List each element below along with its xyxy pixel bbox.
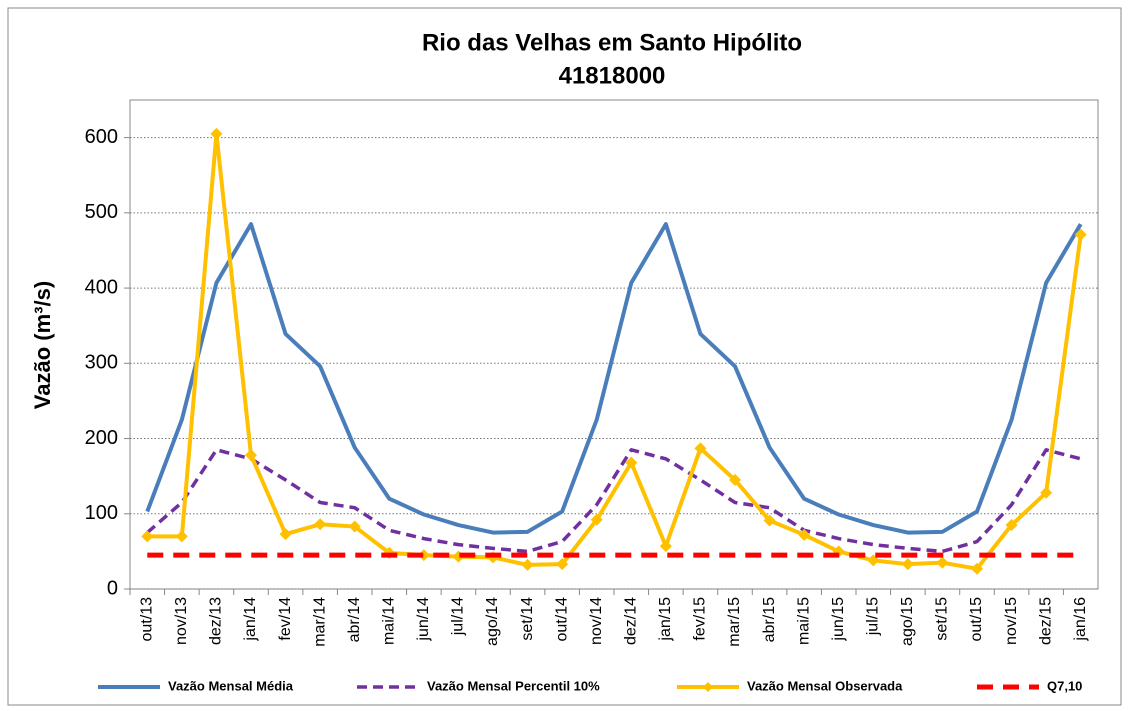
x-tick-label: abr/15 <box>761 597 778 642</box>
data-point <box>521 558 534 571</box>
x-tick-label: jun/14 <box>415 597 432 642</box>
data-point <box>590 513 603 526</box>
y-axis-label: Vazão (m³/s) <box>30 281 55 409</box>
data-point <box>556 558 569 571</box>
data-point <box>417 549 430 562</box>
chart-subtitle: 41818000 <box>559 62 666 89</box>
x-tick-label: jan/16 <box>1072 597 1089 642</box>
data-point <box>971 562 983 575</box>
data-point <box>763 514 776 527</box>
data-point <box>901 558 914 571</box>
data-point <box>348 520 361 533</box>
y-tick-label: 500 <box>85 201 118 223</box>
data-point <box>1074 228 1087 241</box>
x-tick-label: mai/14 <box>381 597 398 645</box>
x-tick-label: jul/15 <box>865 597 882 636</box>
y-tick-label: 600 <box>85 126 118 148</box>
data-point <box>625 456 638 469</box>
x-tick-label: out/14 <box>553 597 570 642</box>
y-tick-label: 0 <box>107 577 118 599</box>
data-point <box>175 530 188 543</box>
y-tick-label: 400 <box>85 276 118 298</box>
x-tick-label: set/14 <box>519 597 536 641</box>
data-point <box>798 528 811 541</box>
x-tick-label: ago/15 <box>899 597 916 646</box>
y-tick-label: 200 <box>85 427 118 449</box>
x-tick-label: nov/15 <box>1003 597 1020 645</box>
x-tick-label: ago/14 <box>484 597 501 646</box>
legend-label: Vazão Mensal Observada <box>747 678 903 693</box>
series-line <box>147 131 1083 571</box>
chart-title: Rio das Velhas em Santo Hipólito <box>422 29 802 56</box>
legend-label: Vazão Mensal Média <box>168 678 294 693</box>
y-tick-label: 300 <box>85 352 118 374</box>
x-tick-label: nov/14 <box>588 597 605 645</box>
x-tick-label: mar/14 <box>311 597 328 647</box>
legend-marker <box>703 682 713 692</box>
x-tick-label: fev/15 <box>692 597 709 641</box>
x-tick-label: jul/14 <box>450 597 467 636</box>
data-point <box>1040 486 1053 499</box>
data-point <box>729 473 741 486</box>
x-tick-label: mai/15 <box>795 597 812 645</box>
data-point <box>141 530 154 543</box>
x-tick-label: set/15 <box>934 597 951 641</box>
data-point <box>1005 519 1018 532</box>
data-point <box>245 449 257 462</box>
x-tick-label: jan/15 <box>657 597 674 642</box>
data-point <box>279 528 292 541</box>
data-point <box>659 540 672 553</box>
x-tick-label: dez/13 <box>208 597 225 645</box>
x-tick-label: jan/14 <box>242 597 259 642</box>
legend-label: Q7,10 <box>1047 678 1082 693</box>
x-tick-label: out/15 <box>968 597 985 642</box>
data-point <box>694 442 707 455</box>
series-line <box>146 448 1082 554</box>
x-tick-label: fev/14 <box>277 597 294 641</box>
x-tick-label: abr/14 <box>346 597 363 642</box>
legend-label: Vazão Mensal Percentil 10% <box>427 678 600 693</box>
x-tick-label: jun/15 <box>830 597 847 642</box>
x-tick-label: nov/13 <box>173 597 190 645</box>
x-tick-label: dez/15 <box>1037 597 1054 645</box>
data-point <box>936 556 949 569</box>
x-tick-label: mar/15 <box>726 597 743 647</box>
data-point <box>210 127 223 140</box>
y-tick-label: 100 <box>85 502 118 524</box>
x-tick-label: out/13 <box>139 597 156 642</box>
series-line <box>145 222 1083 535</box>
x-tick-label: dez/14 <box>623 597 640 645</box>
data-point <box>314 518 327 531</box>
